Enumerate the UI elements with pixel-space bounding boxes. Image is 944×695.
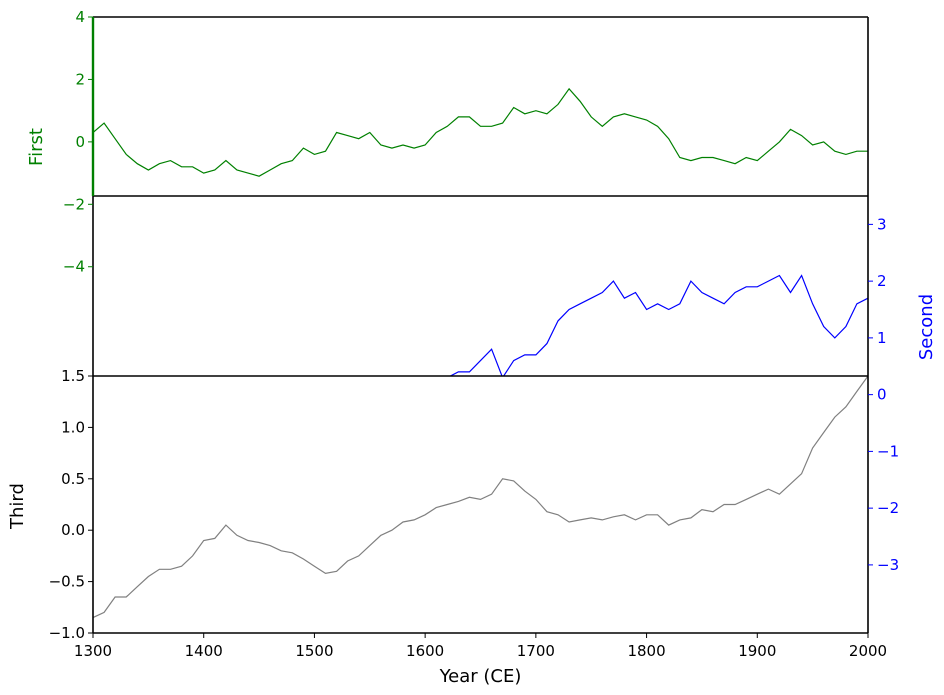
series-line-first bbox=[93, 87, 868, 177]
xtick-label: 1700 bbox=[517, 642, 555, 660]
ytick-label-second: −2 bbox=[877, 499, 899, 517]
xtick-label: 1500 bbox=[295, 642, 333, 660]
ytick-label-third: −0.5 bbox=[49, 573, 85, 591]
xtick-label: 1400 bbox=[185, 642, 223, 660]
xtick-label: 1800 bbox=[627, 642, 665, 660]
ytick-label-first: 0 bbox=[75, 133, 85, 151]
series-line-third bbox=[93, 376, 868, 619]
ytick-label-third: 0.5 bbox=[61, 470, 85, 488]
ylabel-third: Third bbox=[7, 483, 28, 530]
plot-layer: −4 −2 0 2 4 First −3 −2 −1 0 1 2 3 Second −1.0 −0.5 0.0 0… bbox=[7, 8, 937, 687]
ytick-label-second: −1 bbox=[877, 442, 899, 460]
ytick-label-second: −3 bbox=[877, 556, 899, 574]
ylabel-second: Second bbox=[916, 294, 937, 360]
xtick-label: 2000 bbox=[849, 642, 887, 660]
xtick-label: 1900 bbox=[738, 642, 776, 660]
ytick-label-second: 1 bbox=[877, 329, 887, 347]
ytick-label-third: 0.0 bbox=[61, 521, 85, 539]
xtick-label: 1600 bbox=[406, 642, 444, 660]
ytick-label-second: 2 bbox=[877, 272, 887, 290]
series-line-second bbox=[449, 274, 868, 376]
ytick-label-third: −1.0 bbox=[49, 624, 85, 642]
ylabel-first: First bbox=[26, 128, 47, 166]
xlabel: Year (CE) bbox=[439, 666, 522, 687]
ytick-label-first: −2 bbox=[63, 195, 85, 213]
ytick-label-first: 2 bbox=[75, 70, 85, 88]
ytick-label-third: 1.5 bbox=[61, 367, 85, 385]
ytick-label-first: 4 bbox=[75, 8, 85, 26]
ytick-label-third: 1.0 bbox=[61, 418, 85, 436]
ytick-label-second: 3 bbox=[877, 215, 887, 233]
ytick-label-second: 0 bbox=[877, 386, 887, 404]
xtick-label: 1300 bbox=[74, 642, 112, 660]
ytick-label-first: −4 bbox=[63, 258, 85, 276]
